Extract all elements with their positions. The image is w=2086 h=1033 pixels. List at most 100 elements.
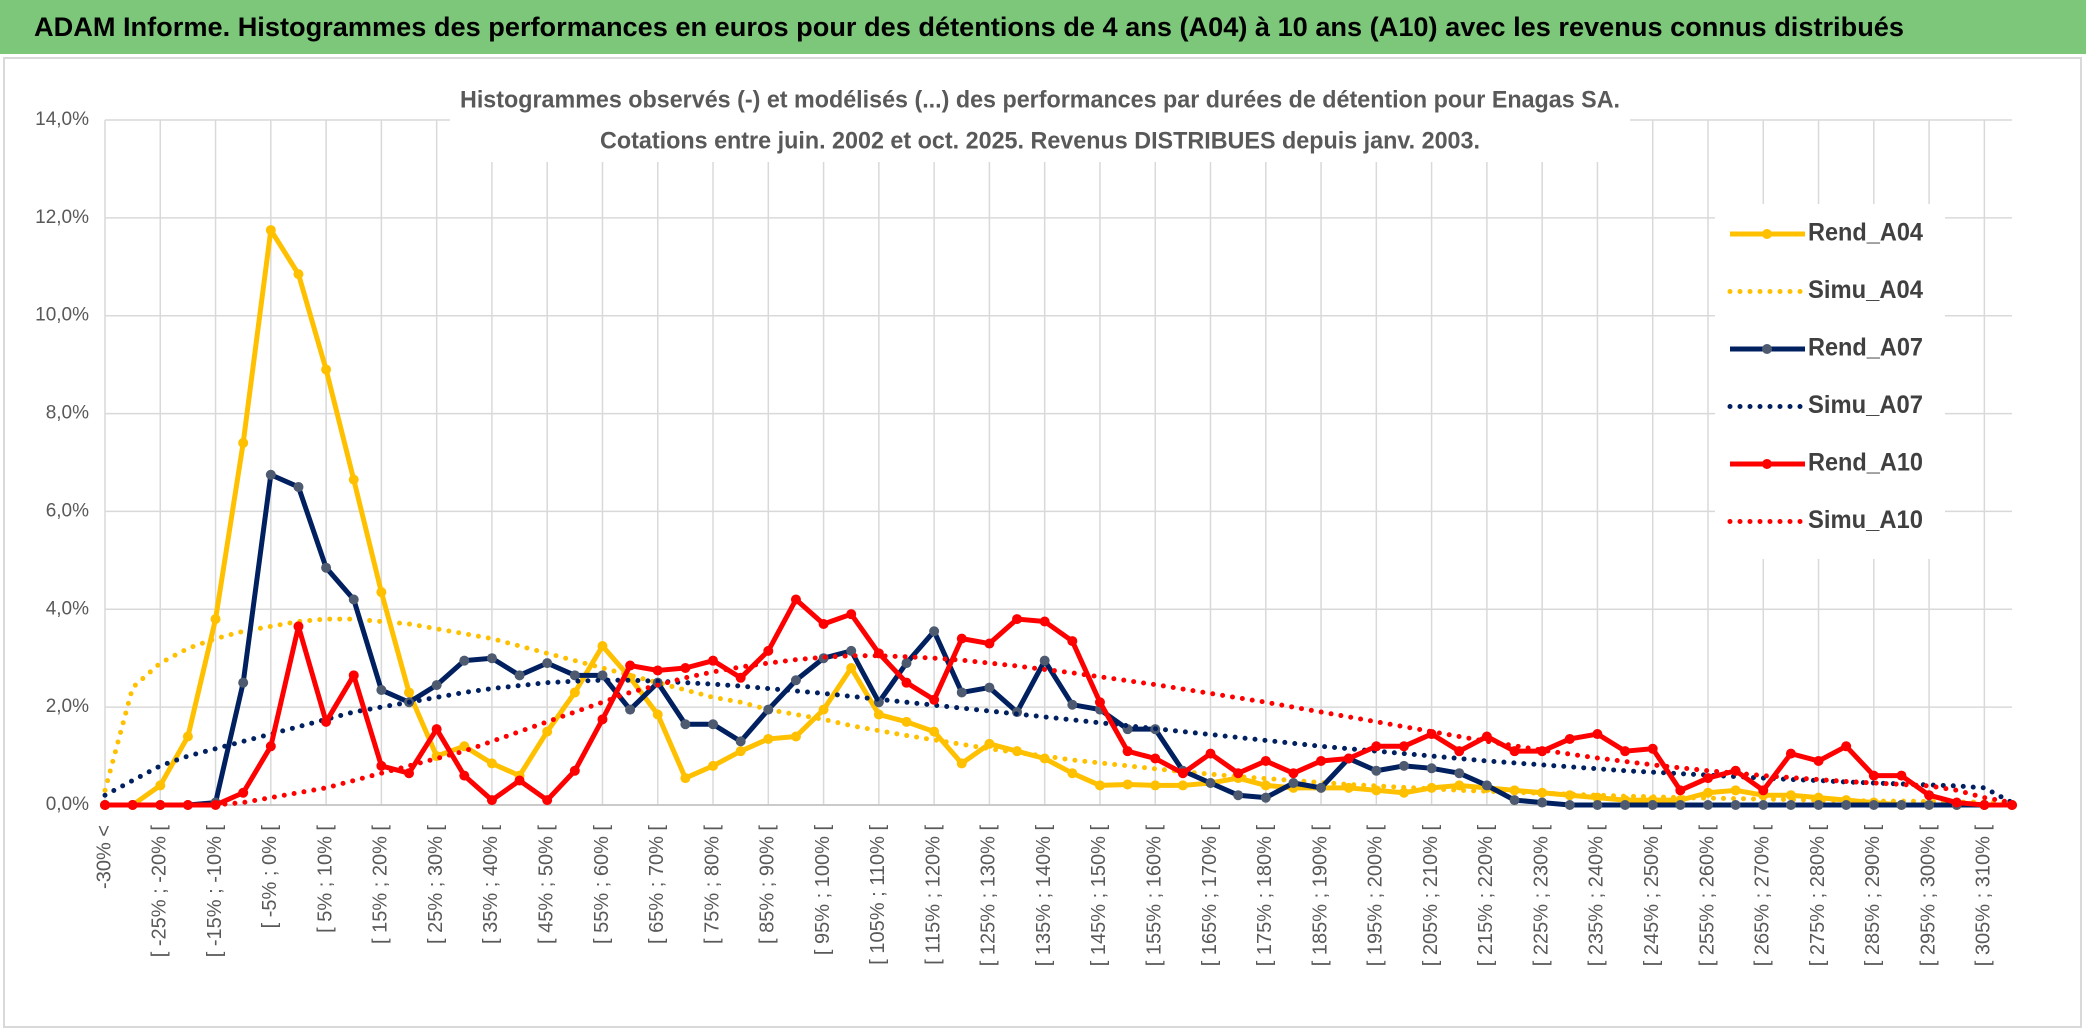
- marker: [265, 741, 276, 752]
- marker: [155, 800, 166, 810]
- x-tick-label: [ -25% ; -20% [: [149, 825, 171, 958]
- marker: [265, 469, 276, 480]
- marker: [1177, 768, 1188, 779]
- marker: [404, 768, 415, 779]
- marker: [1260, 792, 1271, 803]
- marker: [376, 760, 387, 771]
- x-tick-label: [ 225% ; 230% [: [1530, 825, 1552, 967]
- marker: [708, 655, 719, 666]
- marker: [1564, 733, 1575, 744]
- marker: [1758, 800, 1769, 810]
- marker: [1924, 800, 1935, 810]
- y-tick-label: 10,0%: [35, 305, 89, 326]
- marker: [265, 225, 276, 236]
- legend-label: Simu_A07: [1808, 391, 1923, 419]
- x-tick-label: [ 55% ; 60% [: [591, 825, 613, 944]
- marker: [1288, 768, 1299, 779]
- marker: [1924, 790, 1935, 801]
- marker: [376, 587, 387, 598]
- legend-marker: [1762, 229, 1772, 239]
- x-tick-label: [ 95% ; 100% [: [812, 825, 834, 956]
- marker: [790, 594, 801, 605]
- marker: [1592, 729, 1603, 740]
- x-tick-label: [ 25% ; 30% [: [425, 825, 447, 944]
- marker: [597, 640, 608, 651]
- marker: [901, 658, 912, 669]
- marker: [956, 687, 967, 698]
- marker: [210, 614, 221, 625]
- y-tick-label: 8,0%: [46, 403, 89, 424]
- marker: [625, 704, 636, 715]
- header-bar: [0, 0, 2086, 54]
- marker: [597, 670, 608, 681]
- marker: [597, 714, 608, 725]
- marker: [542, 795, 553, 806]
- marker: [1012, 614, 1023, 625]
- marker: [735, 746, 746, 757]
- marker: [1122, 779, 1133, 790]
- marker: [1067, 636, 1078, 647]
- marker: [680, 663, 691, 673]
- chart-border: [3, 57, 2082, 1028]
- marker: [1371, 741, 1382, 752]
- series-line: [102, 677, 2015, 806]
- marker: [652, 709, 663, 720]
- marker: [790, 675, 801, 686]
- marker: [956, 633, 967, 644]
- marker: [1564, 800, 1575, 810]
- x-tick-label: [ 175% ; 180% [: [1254, 825, 1276, 967]
- marker: [763, 733, 774, 744]
- marker: [1205, 748, 1216, 759]
- marker: [929, 694, 940, 705]
- marker: [1785, 800, 1796, 810]
- x-tick-label: [ -15% ; -10% [: [204, 825, 226, 958]
- marker: [293, 481, 304, 492]
- marker: [1316, 755, 1327, 766]
- marker: [1702, 787, 1713, 798]
- marker: [1039, 616, 1050, 627]
- x-tick-label: [ 275% ; 280% [: [1807, 825, 1829, 967]
- marker: [1896, 770, 1907, 781]
- marker: [652, 665, 663, 676]
- marker: [1233, 790, 1244, 801]
- marker: [1426, 763, 1437, 774]
- marker: [708, 760, 719, 771]
- marker: [1702, 800, 1713, 810]
- marker: [680, 719, 691, 730]
- marker: [348, 670, 359, 681]
- marker: [1730, 785, 1741, 796]
- marker: [2007, 800, 2017, 810]
- x-tick-label: [ 145% ; 150% [: [1088, 825, 1110, 967]
- marker: [486, 758, 497, 769]
- marker: [1398, 741, 1409, 752]
- series-line: [102, 616, 2015, 806]
- marker: [1260, 780, 1271, 791]
- marker: [1647, 800, 1658, 810]
- marker: [1481, 731, 1492, 742]
- marker: [1094, 780, 1105, 791]
- marker: [1730, 800, 1741, 810]
- marker: [1675, 785, 1686, 796]
- marker: [1509, 795, 1520, 806]
- legend-label: Rend_A04: [1808, 219, 1923, 247]
- marker: [514, 775, 525, 786]
- marker: [1481, 780, 1492, 791]
- marker: [1702, 773, 1713, 784]
- marker: [1896, 800, 1907, 810]
- x-tick-label: [ 265% ; 270% [: [1752, 825, 1774, 967]
- x-tick-label: [ 165% ; 170% [: [1199, 825, 1221, 967]
- marker: [1620, 800, 1631, 810]
- marker: [1398, 760, 1409, 771]
- marker: [1868, 800, 1879, 810]
- marker: [1233, 768, 1244, 779]
- marker: [1150, 753, 1161, 764]
- chart-title: Histogrammes observés (-) et modélisés (…: [460, 86, 1620, 113]
- marker: [569, 765, 580, 776]
- marker: [1868, 770, 1879, 781]
- marker: [984, 638, 995, 649]
- marker: [404, 687, 415, 698]
- x-tick-label: [ 235% ; 240% [: [1586, 825, 1608, 967]
- marker: [321, 364, 332, 375]
- marker: [625, 660, 636, 671]
- marker: [569, 670, 580, 681]
